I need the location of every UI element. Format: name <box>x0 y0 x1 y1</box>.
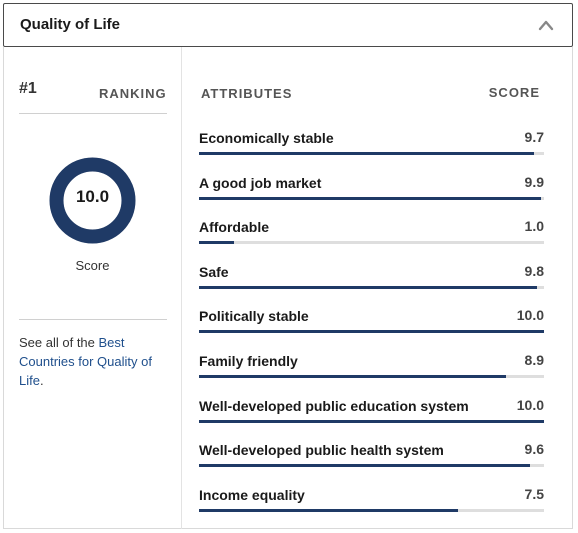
attribute-label: Well-developed public health system <box>199 442 444 459</box>
score-bar-track <box>199 375 544 378</box>
column-divider <box>181 47 182 529</box>
score-header: SCORE <box>488 85 540 100</box>
attribute-score: 9.6 <box>524 441 544 458</box>
attribute-label: Family friendly <box>199 353 298 369</box>
score-bar-fill <box>199 285 538 289</box>
divider <box>19 319 167 320</box>
score-value: 10.0 <box>75 187 110 206</box>
attribute-score: 9.8 <box>524 262 544 279</box>
attribute-label: A good job market <box>199 174 322 191</box>
attribute-label: Safe <box>199 263 229 280</box>
attribute-row: Well-developed public education system 10… <box>199 388 544 432</box>
ranking-label: RANKING <box>99 86 167 101</box>
divider <box>19 113 167 114</box>
attributes-header: ATTRIBUTES <box>201 86 293 101</box>
score-bar-track <box>199 330 544 334</box>
section-body: #1 RANKING 10.0 Score See all of the Bes… <box>3 47 573 529</box>
section-title: Quality of Life <box>20 16 121 33</box>
see-all-suffix: . <box>39 373 44 388</box>
attribute-score: 7.5 <box>524 485 544 502</box>
score-bar-track <box>199 508 544 512</box>
score-bar-fill <box>199 419 544 423</box>
attribute-label: Affordable <box>199 219 269 236</box>
attribute-row: Politically stable 10.0 <box>199 298 544 342</box>
attribute-score: 10.0 <box>516 396 544 413</box>
score-caption: Score <box>75 258 110 273</box>
score-bar-track <box>199 285 544 289</box>
attribute-row: Family friendly 8.9 <box>199 343 544 387</box>
attribute-score: 9.7 <box>524 129 544 145</box>
score-bar-track <box>199 419 544 423</box>
attribute-score: 8.9 <box>524 352 544 368</box>
attribute-score: 9.9 <box>524 173 544 190</box>
score-bar-fill <box>199 330 544 334</box>
attribute-row: Well-developed public health system 9.6 <box>199 432 544 476</box>
attribute-label: Economically stable <box>199 130 334 146</box>
score-bar-track <box>199 152 544 155</box>
score-bar-fill <box>199 241 234 245</box>
attribute-label: Income equality <box>199 486 305 503</box>
score-bar-track <box>199 241 544 245</box>
chevron-up-icon[interactable] <box>538 18 554 32</box>
score-bar-track <box>199 464 544 468</box>
score-bar-fill <box>199 464 531 468</box>
score-bar-fill <box>199 152 534 155</box>
attribute-row: Income equality 7.5 <box>199 477 544 521</box>
attribute-row: A good job market 9.9 <box>199 165 544 209</box>
score-donut <box>49 157 136 244</box>
see-all-prefix: See all of the <box>19 335 99 350</box>
rank-value: #1 <box>19 80 37 97</box>
score-bar-fill <box>199 508 458 512</box>
attribute-label: Politically stable <box>199 308 309 325</box>
score-bar-fill <box>199 375 507 378</box>
score-bar-fill <box>199 196 541 200</box>
best-countries-link[interactable]: Best Countries for Quality of Life <box>19 335 152 388</box>
score-donut-arc <box>49 157 136 244</box>
attribute-row: Affordable 1.0 <box>199 209 544 253</box>
see-all-text: See all of the Best Countries for Qualit… <box>19 333 174 390</box>
attribute-row: Economically stable 9.7 <box>199 120 544 164</box>
section-header[interactable]: Quality of Life <box>3 3 573 47</box>
attribute-score: 1.0 <box>524 218 544 235</box>
attribute-score: 10.0 <box>516 307 544 324</box>
score-bar-track <box>199 196 544 200</box>
attribute-row: Safe 9.8 <box>199 254 544 298</box>
attribute-label: Well-developed public education system <box>199 397 469 414</box>
